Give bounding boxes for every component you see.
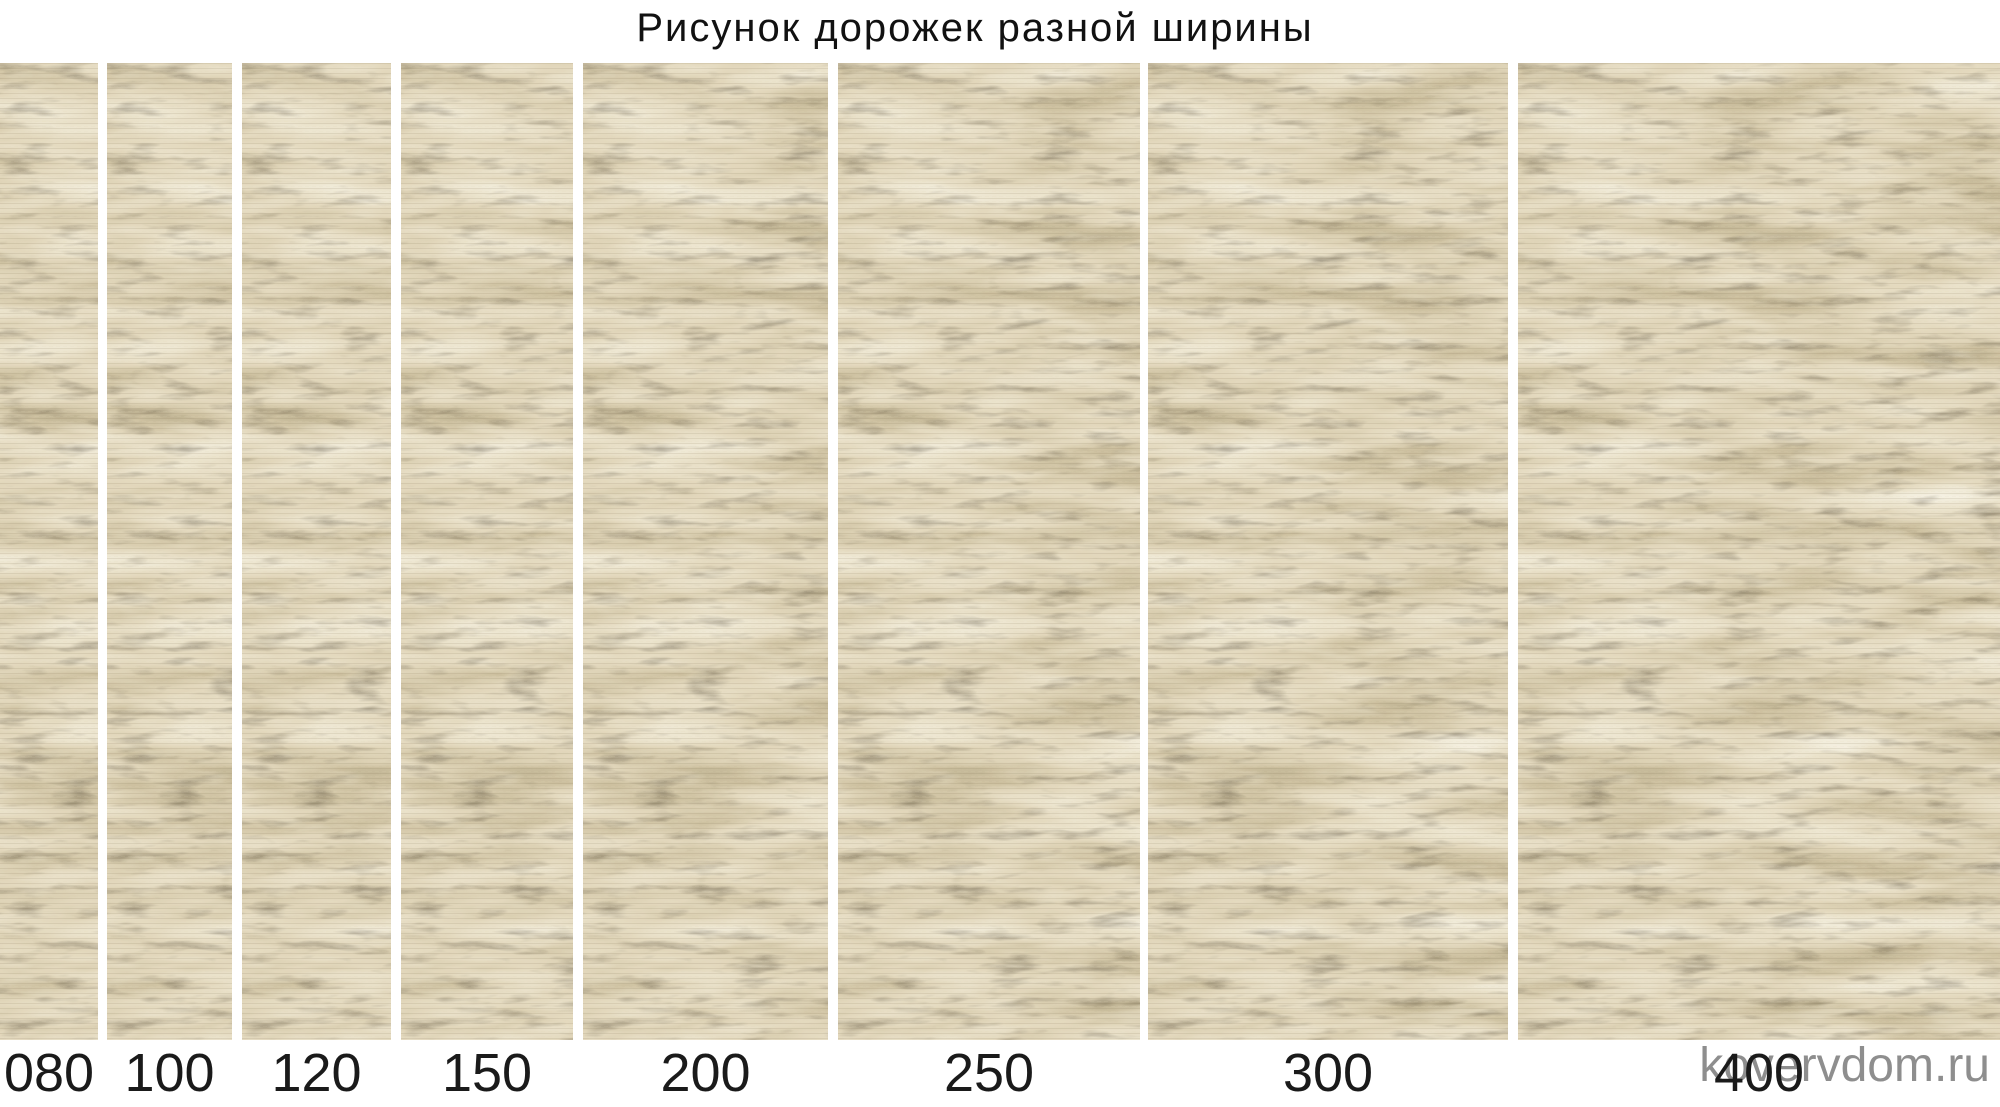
width-label-120: 120 (271, 1043, 362, 1103)
weave-overlay (0, 63, 98, 1040)
weave-overlay (1148, 63, 1508, 1040)
runner-strip-100 (107, 63, 232, 1040)
weave-overlay (107, 63, 232, 1040)
page-title: Рисунок дорожек разной ширины (636, 6, 1314, 50)
runner-strip-200 (583, 63, 828, 1040)
weave-overlay (583, 63, 828, 1040)
runner-strip-120 (242, 63, 391, 1040)
width-label-300: 300 (1282, 1043, 1374, 1103)
runner-strip-150 (401, 63, 573, 1040)
width-label-150: 150 (441, 1043, 533, 1103)
width-label-250: 250 (943, 1043, 1035, 1103)
weave-overlay (401, 63, 573, 1040)
width-label-100: 100 (124, 1043, 215, 1103)
watermark: kovervdom.ru (1699, 1039, 1990, 1092)
width-label-200: 200 (660, 1043, 751, 1103)
weave-overlay (242, 63, 391, 1040)
weave-overlay (1518, 63, 2000, 1040)
runner-strip-250 (838, 63, 1140, 1040)
runner-strip-300 (1148, 63, 1508, 1040)
runner-strip-080 (0, 63, 98, 1040)
weave-overlay (838, 63, 1140, 1040)
width-label-080: 080 (3, 1043, 95, 1103)
runners-svg (0, 63, 2000, 1040)
runner-strip-400 (1518, 63, 2000, 1040)
